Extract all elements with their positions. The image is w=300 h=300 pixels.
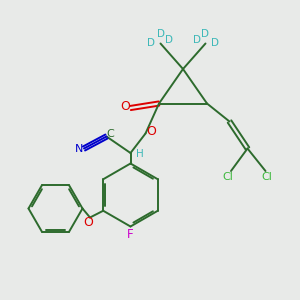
Text: D: D — [157, 29, 164, 39]
Text: D: D — [202, 29, 209, 39]
Text: D: D — [211, 38, 219, 49]
Text: D: D — [194, 34, 201, 45]
Text: O: O — [120, 100, 130, 113]
Text: O: O — [84, 216, 93, 230]
Text: D: D — [147, 38, 155, 49]
Text: H: H — [136, 149, 144, 160]
Text: O: O — [146, 124, 156, 138]
Text: N: N — [74, 143, 83, 154]
Text: Cl: Cl — [223, 172, 233, 182]
Text: F: F — [127, 227, 134, 241]
Text: D: D — [165, 34, 172, 45]
Text: Cl: Cl — [262, 172, 272, 182]
Text: C: C — [106, 129, 114, 140]
